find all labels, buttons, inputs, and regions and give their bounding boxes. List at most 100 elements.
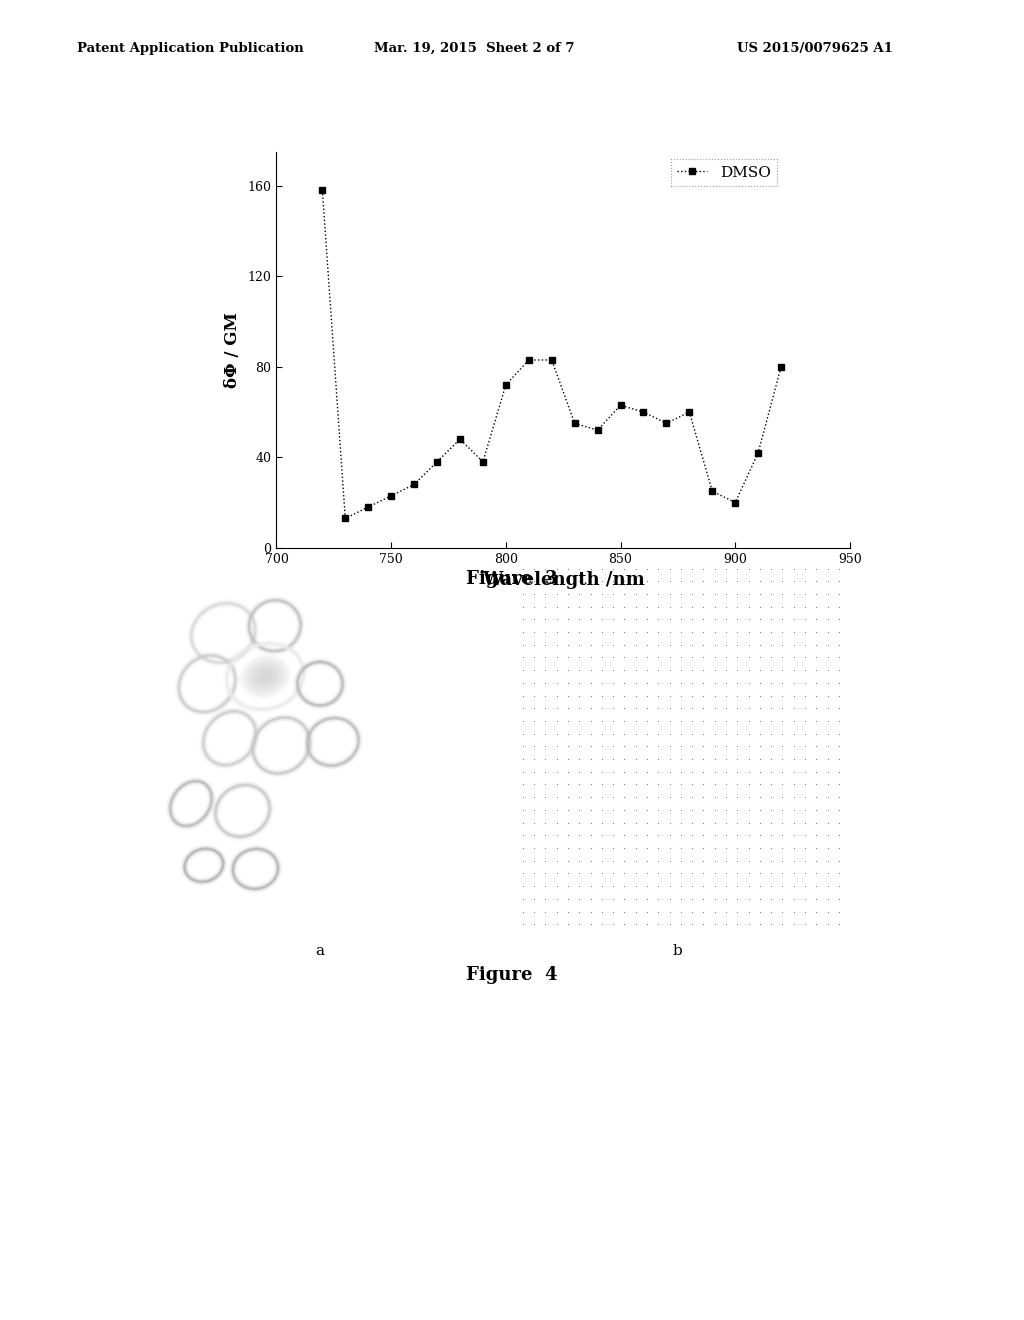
Point bbox=[538, 672, 554, 693]
Point bbox=[560, 863, 577, 884]
Point bbox=[695, 762, 712, 783]
Point bbox=[707, 735, 723, 756]
Point bbox=[605, 812, 622, 833]
Point bbox=[605, 774, 622, 795]
Point bbox=[729, 863, 745, 884]
Point bbox=[819, 698, 836, 719]
Point bbox=[819, 558, 836, 579]
Point bbox=[538, 723, 554, 744]
Point bbox=[526, 647, 543, 668]
Point bbox=[718, 634, 734, 655]
Point bbox=[763, 583, 779, 605]
Point bbox=[752, 634, 768, 655]
Point bbox=[560, 634, 577, 655]
Point bbox=[785, 723, 802, 744]
Point bbox=[785, 698, 802, 719]
Point bbox=[549, 748, 565, 770]
Point bbox=[628, 837, 644, 858]
Point bbox=[785, 850, 802, 871]
Point bbox=[583, 558, 599, 579]
Point bbox=[695, 774, 712, 795]
Point bbox=[662, 787, 678, 808]
Point bbox=[583, 812, 599, 833]
Point bbox=[718, 609, 734, 630]
Point bbox=[662, 913, 678, 935]
Point bbox=[774, 902, 791, 923]
Point bbox=[583, 634, 599, 655]
Point bbox=[808, 863, 824, 884]
Point bbox=[684, 762, 700, 783]
Point bbox=[774, 698, 791, 719]
Point bbox=[650, 748, 667, 770]
Point bbox=[616, 913, 633, 935]
Point bbox=[639, 762, 655, 783]
Point bbox=[673, 609, 689, 630]
Point bbox=[729, 735, 745, 756]
Point bbox=[740, 762, 757, 783]
Point bbox=[571, 647, 588, 668]
Point bbox=[639, 672, 655, 693]
Point bbox=[594, 558, 610, 579]
Point bbox=[571, 850, 588, 871]
Point bbox=[684, 698, 700, 719]
Point bbox=[718, 723, 734, 744]
Point bbox=[549, 723, 565, 744]
Point bbox=[662, 774, 678, 795]
Point bbox=[639, 875, 655, 896]
Point bbox=[628, 902, 644, 923]
Point bbox=[740, 812, 757, 833]
Point bbox=[752, 672, 768, 693]
Point bbox=[740, 609, 757, 630]
Point bbox=[797, 710, 813, 731]
Point bbox=[695, 660, 712, 681]
Point bbox=[729, 825, 745, 846]
Point bbox=[774, 875, 791, 896]
Point bbox=[819, 888, 836, 909]
Point bbox=[639, 888, 655, 909]
Point bbox=[729, 570, 745, 591]
Point bbox=[785, 660, 802, 681]
Point bbox=[662, 660, 678, 681]
Point bbox=[673, 787, 689, 808]
Point bbox=[819, 723, 836, 744]
Point bbox=[662, 634, 678, 655]
Point bbox=[673, 660, 689, 681]
Point bbox=[560, 762, 577, 783]
Point bbox=[707, 913, 723, 935]
Point bbox=[797, 837, 813, 858]
Point bbox=[808, 850, 824, 871]
Point bbox=[729, 888, 745, 909]
Point bbox=[616, 597, 633, 618]
Point bbox=[819, 748, 836, 770]
Point bbox=[515, 685, 531, 706]
Point bbox=[515, 597, 531, 618]
Point bbox=[650, 558, 667, 579]
Point bbox=[673, 622, 689, 643]
Point bbox=[583, 902, 599, 923]
Point bbox=[526, 698, 543, 719]
Point bbox=[616, 685, 633, 706]
Point bbox=[571, 825, 588, 846]
Point bbox=[763, 558, 779, 579]
Point bbox=[594, 800, 610, 821]
Point bbox=[808, 888, 824, 909]
Point bbox=[583, 672, 599, 693]
Point bbox=[549, 609, 565, 630]
Point bbox=[628, 672, 644, 693]
Point bbox=[785, 622, 802, 643]
Point bbox=[639, 723, 655, 744]
Point bbox=[560, 609, 577, 630]
Point bbox=[571, 888, 588, 909]
Point bbox=[808, 558, 824, 579]
Point bbox=[549, 698, 565, 719]
Point bbox=[707, 812, 723, 833]
Point bbox=[560, 888, 577, 909]
Point bbox=[549, 825, 565, 846]
Point bbox=[684, 850, 700, 871]
Point bbox=[560, 698, 577, 719]
Point bbox=[605, 837, 622, 858]
Point bbox=[752, 837, 768, 858]
Point bbox=[526, 888, 543, 909]
Point bbox=[797, 597, 813, 618]
Point bbox=[639, 558, 655, 579]
